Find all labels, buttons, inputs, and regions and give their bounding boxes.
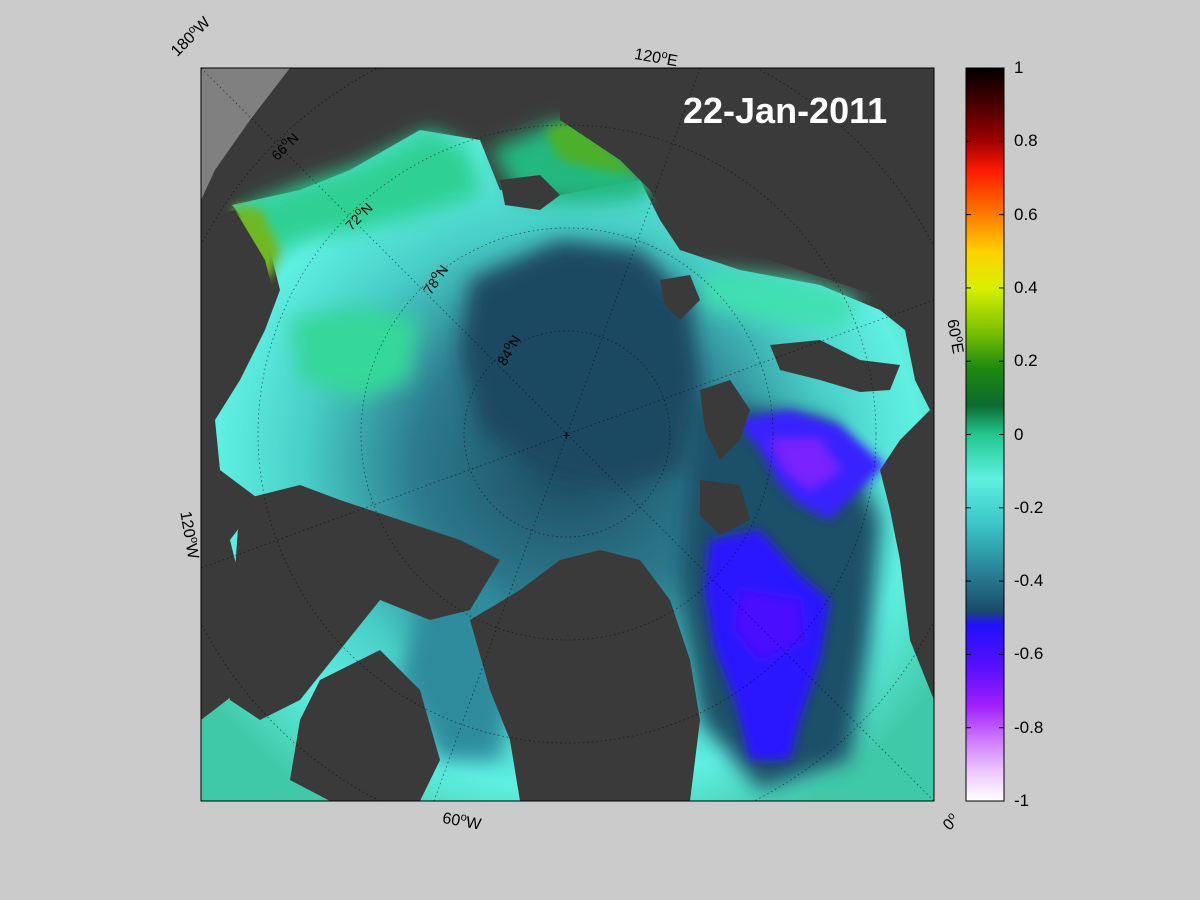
date-title: 22-Jan-2011 — [683, 90, 888, 131]
colorbar-tick-label: -0.8 — [1014, 717, 1044, 737]
novaya-zemlya-land — [770, 340, 900, 392]
map-panel: + — [201, 68, 934, 801]
lon-60w-hemi: W — [464, 814, 483, 834]
lon-120w-hemi: W — [181, 542, 202, 561]
north-pole-marker: + — [562, 427, 570, 443]
iceland-land — [700, 480, 750, 535]
meridian-180-0 — [201, 68, 934, 801]
map-border — [200, 67, 935, 802]
colorbar — [965, 67, 1005, 802]
colorbar-tick-marks — [966, 67, 1004, 802]
beaufort-green — [290, 305, 420, 400]
outside-domain — [201, 68, 290, 200]
colorbar-tick-label: -0.2 — [1014, 497, 1044, 517]
colorbar-tick-label: -0.6 — [1014, 644, 1044, 664]
svalbard-violet-core — [770, 440, 840, 490]
laptev-yellow-green — [545, 112, 640, 175]
latitude-circle-84 — [463, 330, 671, 538]
canadian-archipelago-land — [220, 485, 500, 720]
scandinavia-land — [880, 440, 934, 700]
lon-60w-deg: 60 — [441, 810, 462, 830]
colorbar-tick-label: 0.2 — [1014, 351, 1038, 371]
colorbar-tick-label: 0.8 — [1014, 131, 1038, 151]
latitude-circle-72 — [257, 124, 877, 744]
greenland-land — [470, 550, 700, 801]
greenland-sea-violet-core — [735, 590, 805, 660]
siberia-land — [560, 68, 934, 320]
colorbar-tick-label: 0.6 — [1014, 204, 1038, 224]
kara-green — [700, 270, 860, 330]
colorbar-tick-label: -1 — [1014, 791, 1030, 810]
latitude-circles — [201, 68, 934, 801]
colorbar-tick-label: -0.4 — [1014, 571, 1044, 591]
franz-josef-land — [660, 275, 700, 320]
longitude-lines — [201, 68, 934, 801]
siberian-shelf-green — [240, 130, 480, 255]
severnaya-zemlya-land — [500, 175, 560, 210]
baffin-land — [290, 650, 440, 801]
colorbar-tick-label: 1 — [1014, 58, 1024, 77]
colorbar-tick-label: 0.4 — [1014, 277, 1038, 297]
latitude-circle-78 — [360, 227, 774, 641]
svalbard-land — [700, 380, 750, 460]
colorbar-tick-label: 0 — [1014, 424, 1024, 444]
alaska-land — [201, 210, 275, 360]
lon-120e-deg: 120 — [633, 46, 663, 68]
central-arctic-dark — [460, 240, 700, 490]
